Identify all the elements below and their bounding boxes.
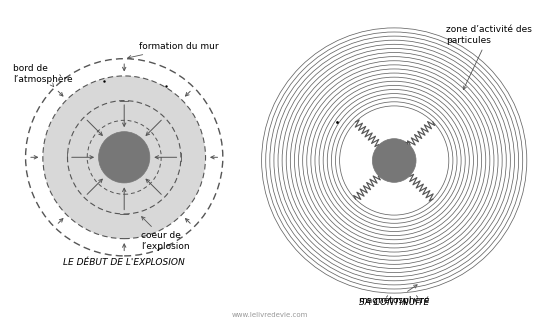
Text: zone d’activité des
particules: zone d’activité des particules: [446, 25, 532, 90]
Text: SA CONTINUITÉ: SA CONTINUITÉ: [359, 298, 429, 307]
Text: LE DÉBUT DE L'EXPLOSION: LE DÉBUT DE L'EXPLOSION: [63, 258, 185, 267]
Text: magnétosphère: magnétosphère: [359, 285, 430, 305]
Text: coeur de
l’explosion: coeur de l’explosion: [141, 217, 190, 251]
Circle shape: [99, 132, 150, 183]
Text: formation du mur: formation du mur: [128, 42, 219, 59]
Text: www.lelivredevie.com: www.lelivredevie.com: [232, 312, 308, 318]
Text: bord de
l’atmosphère: bord de l’atmosphère: [14, 64, 73, 87]
Circle shape: [373, 139, 416, 182]
Circle shape: [43, 76, 206, 239]
